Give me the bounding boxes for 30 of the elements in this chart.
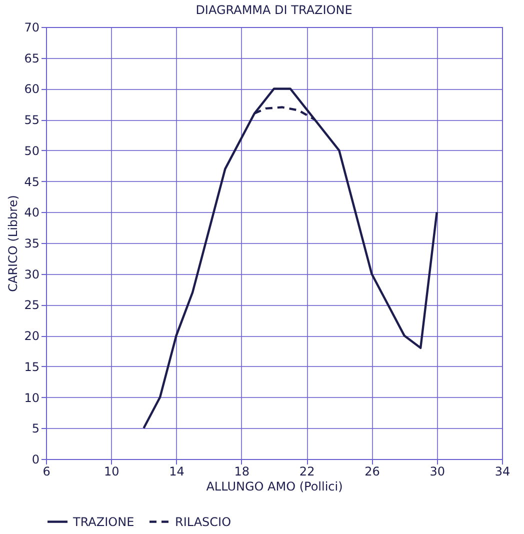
y-tick-label: 25 xyxy=(24,298,40,312)
x-tick-label: 6 xyxy=(42,464,50,478)
y-axis-title: CARICO (Libbre) xyxy=(6,195,20,292)
x-tick-label: 26 xyxy=(364,464,380,478)
y-tick-label: 50 xyxy=(24,144,40,158)
legend-label: RILASCIO xyxy=(175,514,232,529)
line-series xyxy=(253,106,316,121)
x-tick-label: 30 xyxy=(430,464,445,478)
line-series xyxy=(142,88,438,430)
x-tick-label: 14 xyxy=(169,464,184,478)
chart-title: DIAGRAMMA DI TRAZIONE xyxy=(196,3,352,17)
y-tick-label: 5 xyxy=(32,422,40,436)
legend-label: TRAZIONE xyxy=(72,514,134,529)
y-tick-label: 45 xyxy=(24,174,40,189)
y-tick-label: 15 xyxy=(24,360,40,374)
x-tick-label: 34 xyxy=(494,464,510,478)
y-tick-label: 0 xyxy=(32,452,40,466)
y-tick-label: 55 xyxy=(24,113,40,128)
y-tick-label: 35 xyxy=(24,236,40,250)
y-tick-label: 60 xyxy=(24,82,40,96)
x-axis-title: ALLUNGO AMO (Pollici) xyxy=(206,480,343,494)
x-tick-label: 10 xyxy=(104,464,120,478)
x-tick-label: 18 xyxy=(234,464,250,478)
y-tick-label: 10 xyxy=(24,390,40,405)
y-tick-label: 20 xyxy=(24,329,40,344)
x-tick-label: 22 xyxy=(299,464,315,478)
y-tick-label: 30 xyxy=(24,267,40,282)
y-tick-label: 40 xyxy=(24,206,40,220)
y-tick-label: 65 xyxy=(24,51,40,66)
y-tick-label: 70 xyxy=(24,20,40,34)
